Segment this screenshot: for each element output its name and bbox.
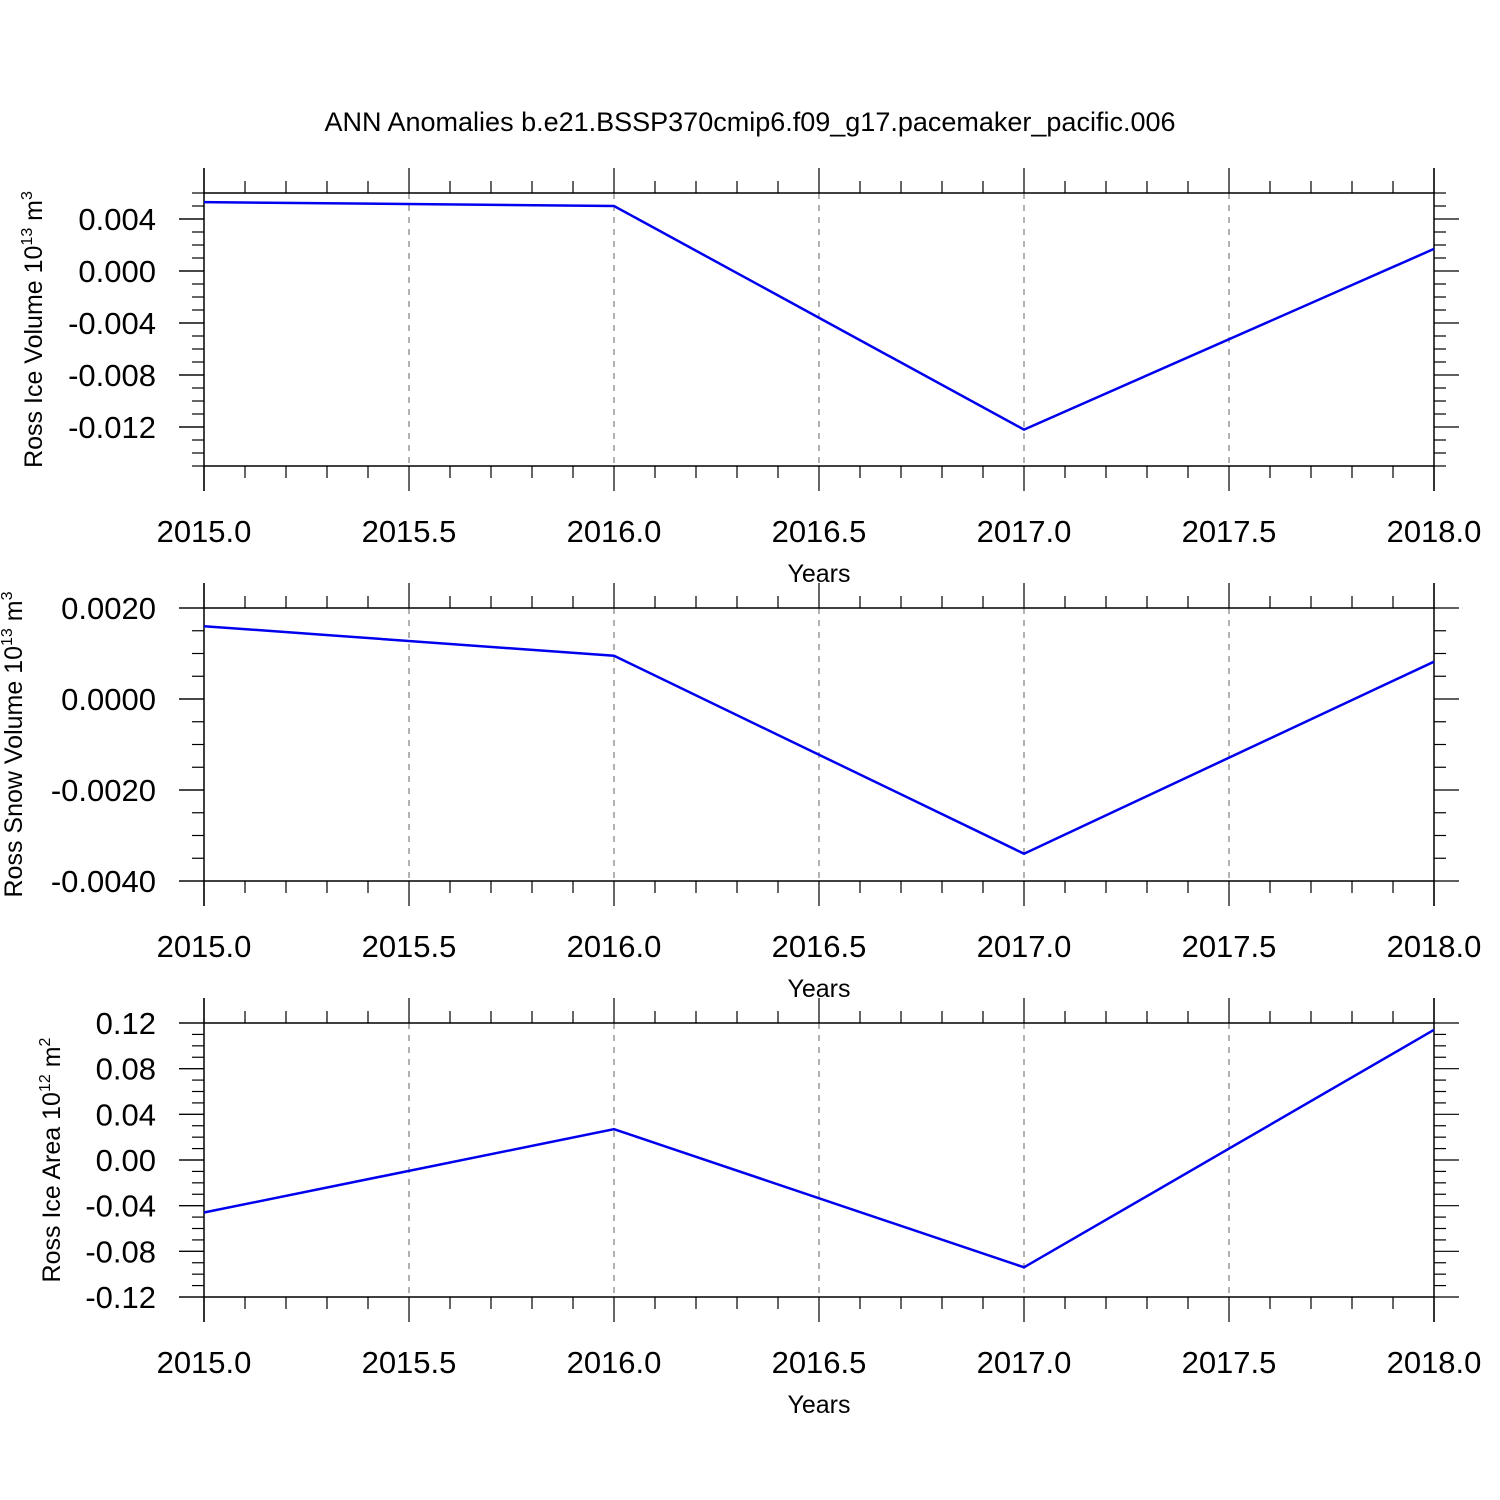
x-tick-label: 2017.5 — [1182, 514, 1277, 549]
y-tick-label: -0.0020 — [51, 773, 156, 808]
y-tick-label: -0.012 — [68, 410, 156, 445]
x-axis-label: Years — [787, 1391, 850, 1419]
y-tick-label: -0.12 — [85, 1280, 156, 1315]
x-tick-label: 2016.5 — [772, 514, 867, 549]
panel-3: 2015.0 2015.5 2016.0 2016.5 2017.0 2017.5 2018… — [37, 998, 1481, 1419]
y-tick-label: -0.04 — [85, 1189, 156, 1224]
x-tick-label: 2015.5 — [362, 929, 457, 964]
x-tick-label: 2017.5 — [1182, 929, 1277, 964]
y-tick-label: 0.004 — [78, 202, 156, 237]
x-tick-label: 2016.0 — [567, 514, 662, 549]
x-tick-label: 2016.5 — [772, 1345, 867, 1380]
y-tick-label: 0.0000 — [61, 682, 156, 717]
y-tick-label: 0.04 — [96, 1097, 156, 1132]
x-tick-label: 2017.0 — [977, 929, 1072, 964]
y-tick-label: 0.08 — [96, 1052, 156, 1087]
series-line — [203, 1028, 1435, 1269]
series-line — [203, 624, 1435, 856]
x-tick-label: 2015.0 — [157, 929, 252, 964]
y-tick-label: 0.00 — [96, 1143, 156, 1178]
series-line — [203, 200, 1435, 431]
x-tick-label: 2018.0 — [1387, 514, 1482, 549]
y-tick-label: -0.004 — [68, 306, 156, 341]
panels: 2015.0 2015.5 2016.0 2016.5 2017.0 2017.5 2018… — [0, 168, 1481, 1419]
x-tick-label: 2016.0 — [567, 929, 662, 964]
panel-2: 2015.0 2015.5 2016.0 2016.5 2017.0 2017.5 2018… — [0, 583, 1481, 1003]
x-tick-label: 2017.0 — [977, 1345, 1072, 1380]
x-tick-label: 2016.0 — [567, 1345, 662, 1380]
y-tick-label: -0.08 — [85, 1234, 156, 1269]
x-tick-label: 2015.0 — [157, 514, 252, 549]
y-tick-label: 0.000 — [78, 254, 156, 289]
x-tick-label: 2018.0 — [1387, 929, 1482, 964]
x-tick-label: 2017.5 — [1182, 1345, 1277, 1380]
y-axis-label: Ross Ice Area 1012 m2 — [37, 1037, 66, 1282]
y-tick-label: -0.0040 — [51, 864, 156, 899]
x-tick-label: 2017.0 — [977, 514, 1072, 549]
x-tick-label: 2015.0 — [157, 1345, 252, 1380]
x-tick-label: 2018.0 — [1387, 1345, 1482, 1380]
y-tick-label: -0.008 — [68, 358, 156, 393]
y-tick-label: 0.0020 — [61, 591, 156, 626]
figure-title: ANN Anomalies b.e21.BSSP370cmip6.f09_g17… — [324, 107, 1175, 137]
x-tick-label: 2015.5 — [362, 1345, 457, 1380]
x-tick-label: 2016.5 — [772, 929, 867, 964]
y-axis-label: Ross Ice Volume 1013 m3 — [19, 191, 48, 468]
x-tick-label: 2015.5 — [362, 514, 457, 549]
y-tick-label: 0.12 — [96, 1006, 156, 1041]
y-axis-label: Ross Snow Volume 1013 m3 — [0, 591, 28, 897]
panel-1: 2015.0 2015.5 2016.0 2016.5 2017.0 2017.5 2018… — [19, 168, 1481, 588]
